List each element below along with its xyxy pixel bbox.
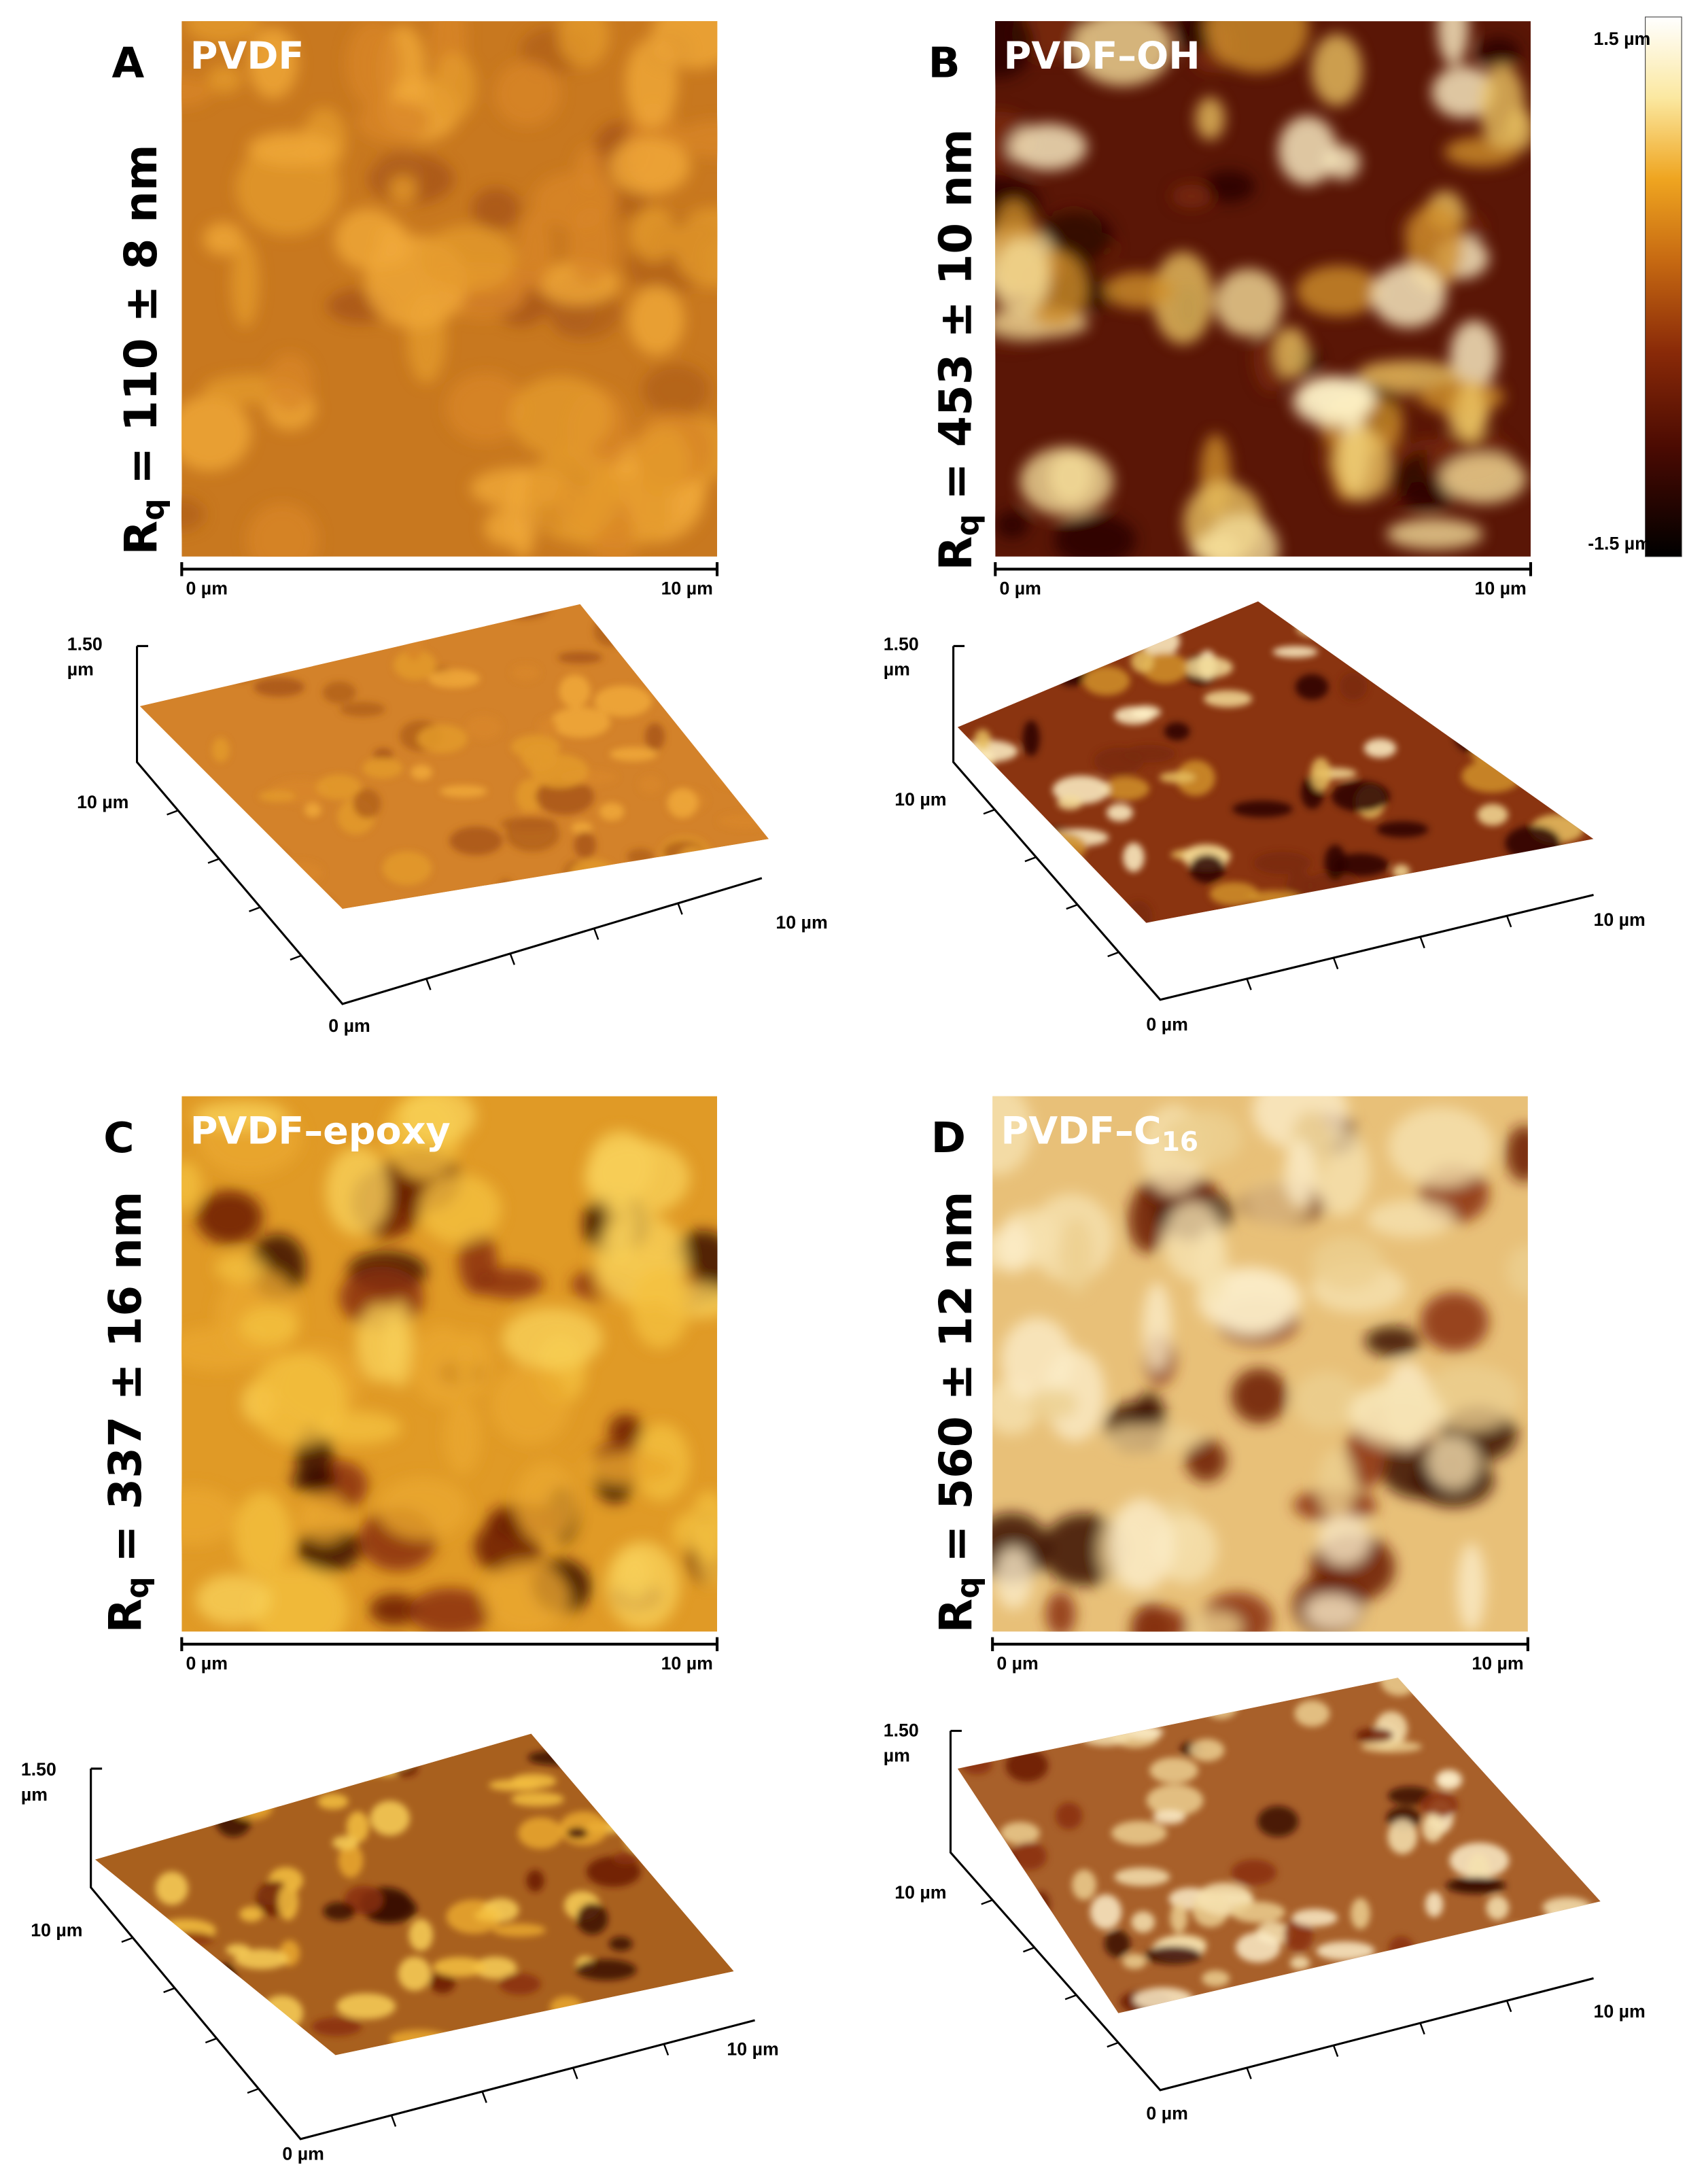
z-axis-label: 1.50 [884, 1720, 919, 1741]
surface-3d [957, 1678, 1601, 2013]
y-axis-label: 10 µm [31, 1920, 82, 1941]
panel: C PVDF–epoxy Rq = 337 ± 16 nm 0 µm 10 µm 1.50 µ… [21, 1096, 779, 2164]
scale-bar-end: 10 µm [1472, 1653, 1523, 1674]
colorbar [1645, 16, 1682, 557]
roughness-subscript: q [120, 1576, 156, 1598]
roughness-value: = 110 ± 8 nm [115, 144, 167, 484]
surface-3d [94, 1733, 734, 2056]
x-axis-label: 10 µm [1594, 909, 1646, 930]
roughness-subscript: q [950, 1576, 986, 1598]
y-axis-label: 10 µm [894, 1882, 946, 1903]
surface-axes [90, 1768, 755, 2140]
sample-name: PVDF–OH [1004, 34, 1200, 78]
roughness-label: Rq = 110 ± 8 nm [115, 144, 171, 555]
roughness-value: = 560 ± 12 nm [930, 1192, 982, 1563]
surface-axes [949, 1731, 1594, 2092]
panel-letter: B [928, 38, 960, 87]
afm-height-image [181, 1096, 718, 1632]
surface-3d [139, 604, 769, 909]
surface-axes [952, 646, 1594, 1001]
sample-name-text: PVDF–C [1001, 1109, 1162, 1154]
y-axis-label: 10 µm [77, 792, 128, 812]
scale-bar-end: 10 µm [1475, 578, 1527, 598]
panel-letter: C [103, 1113, 134, 1162]
panel: D PVDF–C16 Rq = 560 ± 12 nm 0 µm 10 µm 1.50 µm 1… [884, 1096, 1646, 2124]
scale-bar-start: 0 µm [186, 578, 228, 598]
roughness-value: = 453 ± 10 nm [930, 129, 982, 500]
sample-name-text: PVDF–epoxy [190, 1109, 451, 1154]
colorbar-bottom-label: -1.5 µm [1588, 534, 1651, 554]
colorbar-top-label: 1.5 µm [1594, 29, 1651, 49]
surface-3d [957, 601, 1594, 923]
roughness-label: Rq = 453 ± 10 nm [930, 129, 986, 571]
roughness-subscript: q [950, 514, 986, 536]
sample-name-text: PVDF–OH [1004, 34, 1200, 78]
roughness-symbol: R [930, 1599, 982, 1633]
scale-bar-start: 0 µm [186, 1653, 228, 1674]
z-axis-unit: µm [884, 659, 910, 680]
roughness-value: = 337 ± 16 nm [99, 1192, 152, 1563]
z-axis-label: 1.50 [884, 634, 919, 655]
x-axis-label: 10 µm [727, 2039, 778, 2059]
scale-bar-end: 10 µm [661, 578, 713, 598]
panel-letter: A [112, 38, 145, 87]
scale-bar-end: 10 µm [661, 1653, 713, 1674]
sample-name: PVDF–epoxy [190, 1109, 451, 1154]
x-axis-label: 10 µm [776, 912, 827, 933]
sample-name-text: PVDF [190, 34, 305, 78]
origin-label: 0 µm [328, 1016, 370, 1036]
scale-bar-start: 0 µm [999, 578, 1041, 598]
origin-label: 0 µm [1146, 2103, 1187, 2124]
afm-height-image [995, 21, 1531, 557]
z-axis-unit: µm [884, 1746, 910, 1766]
surface-axes [136, 646, 763, 1005]
afm-height-image [181, 21, 718, 557]
roughness-symbol: R [930, 536, 982, 571]
sample-name: PVDF–C16 [1001, 1109, 1199, 1158]
afm-height-image [992, 1096, 1528, 1632]
z-axis-label: 1.50 [67, 634, 103, 655]
sample-name: PVDF [190, 34, 305, 78]
y-axis-label: 10 µm [894, 789, 946, 810]
roughness-symbol: R [99, 1599, 152, 1633]
x-axis-label: 10 µm [1594, 2001, 1646, 2022]
sample-name-subscript: 16 [1162, 1127, 1198, 1158]
z-axis-unit: µm [21, 1784, 48, 1805]
roughness-symbol: R [115, 521, 167, 555]
z-axis-label: 1.50 [21, 1759, 56, 1780]
roughness-label: Rq = 560 ± 12 nm [930, 1192, 986, 1633]
scale-bar-start: 0 µm [996, 1653, 1038, 1674]
panel: B PVDF–OH Rq = 453 ± 10 nm 0 µm 10 µm 1.50 µm 10… [884, 21, 1646, 1035]
origin-label: 0 µm [1146, 1014, 1187, 1035]
roughness-label: Rq = 337 ± 16 nm [99, 1192, 155, 1633]
z-axis-unit: µm [67, 659, 94, 680]
panel-letter: D [931, 1113, 966, 1162]
panel: A PVDF Rq = 110 ± 8 nm 0 µm 10 µm 1.50 µm 10 µm 1… [67, 21, 828, 1036]
origin-label: 0 µm [282, 2144, 324, 2164]
roughness-subscript: q [135, 498, 171, 520]
